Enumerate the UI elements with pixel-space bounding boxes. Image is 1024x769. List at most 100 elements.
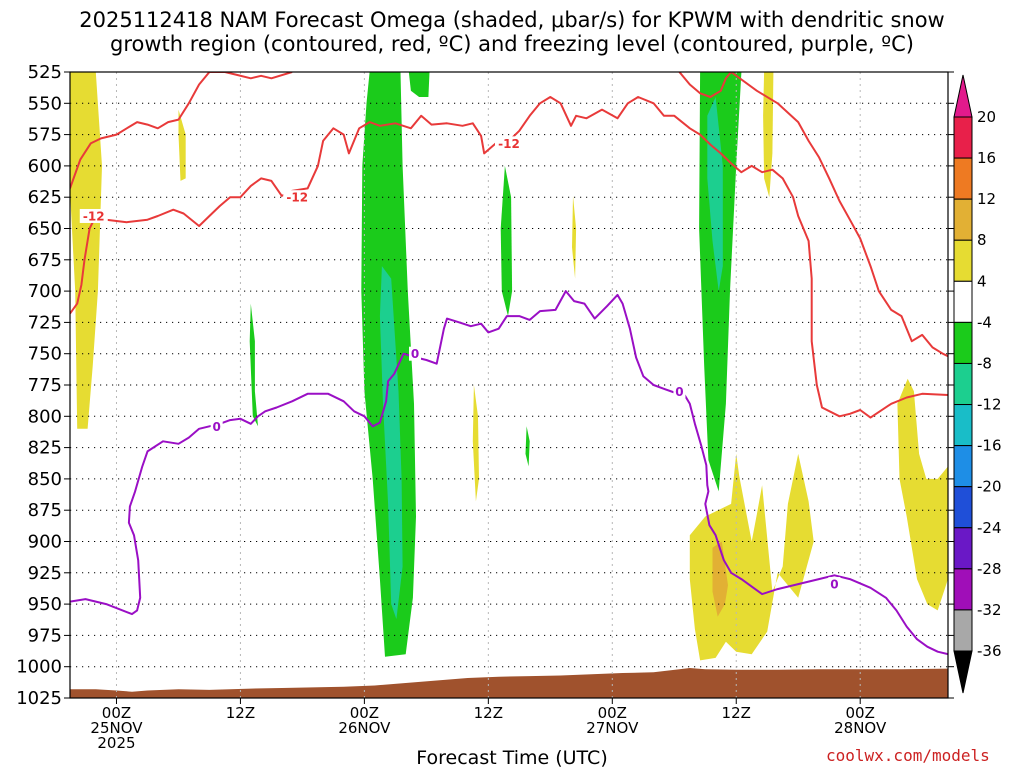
colorbar-swatch <box>953 157 973 200</box>
y-tick-label: 650 <box>28 219 62 240</box>
colorbar-label: -28 <box>977 560 1002 578</box>
contour-label-bg <box>283 190 312 205</box>
y-tick-label: 900 <box>28 532 62 553</box>
contour-label: -12 <box>286 191 308 205</box>
colorbar-swatch <box>953 404 973 447</box>
y-tick-label: 750 <box>28 344 62 365</box>
contour-label: -12 <box>83 209 105 223</box>
dgz-contour-line <box>678 72 732 98</box>
omega-region <box>178 109 186 181</box>
contour-label-bg <box>79 208 108 223</box>
y-tick-label: 825 <box>28 438 62 459</box>
colorbar-swatch <box>953 116 973 159</box>
colorbar-swatch <box>953 321 973 364</box>
y-tick-label: 975 <box>28 625 62 646</box>
colorbar-swatch <box>953 239 973 282</box>
omega-region <box>408 72 430 97</box>
x-tick-label: 00Z <box>350 704 379 722</box>
contour-label: 0 <box>212 420 220 434</box>
contour-label-bg <box>495 136 523 151</box>
x-tick-label: 12Z <box>474 704 503 722</box>
omega-region <box>689 453 814 661</box>
contour-label: -12 <box>498 137 520 151</box>
omega-region <box>699 72 742 492</box>
y-tick-label: 875 <box>28 500 62 521</box>
y-tick-label: 575 <box>28 125 62 146</box>
colorbar-swatch <box>953 445 973 488</box>
colorbar-swatch <box>953 280 973 323</box>
contour-lines <box>70 72 948 656</box>
omega-region <box>379 266 403 620</box>
y-tick-label: 700 <box>28 281 62 302</box>
y-tick-label: 775 <box>28 375 62 396</box>
y-tick-label: 950 <box>28 594 62 615</box>
y-tick-label: 925 <box>28 563 62 584</box>
contour-labels: -12 -12 -12 0 0 0 0 <box>79 136 841 592</box>
chart-title-line1: 2025112418 NAM Forecast Omega (shaded, μ… <box>79 8 945 32</box>
colorbar-label: -20 <box>977 478 1002 496</box>
x-tick-label: 26NOV <box>338 719 391 737</box>
omega-region <box>897 378 948 611</box>
colorbar-top-arrow <box>953 74 973 118</box>
y-tick-label: 525 <box>28 62 62 83</box>
x-tick-label: 25NOV <box>90 719 143 737</box>
contour-label: 0 <box>675 385 683 399</box>
colorbar-swatch <box>953 568 973 611</box>
colorbar: 20 16 12 8 4 -4 -8 -12 -16 -20 -24 -28 -32 -36 <box>953 74 1002 694</box>
omega-region <box>572 195 577 279</box>
terrain-area <box>70 668 948 698</box>
omega-region <box>472 385 479 502</box>
colorbar-label: -36 <box>977 642 1002 660</box>
colorbar-label: 16 <box>977 149 996 167</box>
y-tick-label: 550 <box>28 93 62 114</box>
omega-region <box>763 72 774 198</box>
terrain-fill <box>70 668 948 698</box>
colorbar-label: 12 <box>977 190 996 208</box>
contour-label: 0 <box>830 578 838 592</box>
y-axis-ticks: 525 550 575 600 625 650 675 700 725 750 775 800 825 8… <box>16 62 954 709</box>
colorbar-label: 8 <box>977 231 987 249</box>
y-tick-label: 675 <box>28 250 62 271</box>
y-tick-label: 725 <box>28 312 62 333</box>
y-tick-label: 850 <box>28 469 62 490</box>
x-tick-label: 00Z <box>102 704 131 722</box>
chart-title-line2: growth region (contoured, red, ºC) and f… <box>110 32 914 56</box>
colorbar-label: -32 <box>977 601 1002 619</box>
colorbar-swatch <box>953 527 973 570</box>
x-tick-label: 12Z <box>722 704 751 722</box>
dgz-contour-line <box>70 72 293 189</box>
colorbar-swatch <box>953 362 973 406</box>
contour-label-bg <box>210 419 223 434</box>
y-tick-label: 600 <box>28 156 62 177</box>
x-tick-label: 2025 <box>97 734 135 752</box>
omega-shading <box>70 72 948 661</box>
x-tick-label: 12Z <box>226 704 255 722</box>
y-tick-label: 1000 <box>16 657 62 678</box>
contour-label-bg <box>409 346 422 361</box>
colorbar-swatch <box>953 609 973 652</box>
colorbar-label: 20 <box>977 108 996 126</box>
y-tick-label: 1025 <box>16 688 62 709</box>
colorbar-label: -16 <box>977 437 1002 455</box>
x-tick-label: 27NOV <box>586 719 639 737</box>
contour-label-bg <box>828 577 841 592</box>
y-tick-label: 625 <box>28 187 62 208</box>
x-tick-label: 00Z <box>846 704 875 722</box>
omega-region <box>525 426 530 467</box>
colorbar-label: -8 <box>977 354 992 372</box>
x-tick-label: 00Z <box>598 704 627 722</box>
contour-label: 0 <box>411 347 419 361</box>
omega-region <box>500 165 513 317</box>
credit-text: coolwx.com/models <box>826 746 990 765</box>
grid-lines <box>70 72 948 698</box>
colorbar-swatch <box>953 486 973 529</box>
contour-label-bg <box>673 384 686 399</box>
colorbar-label: -24 <box>977 519 1002 537</box>
x-axis-label: Forecast Time (UTC) <box>416 747 608 769</box>
colorbar-label: -12 <box>977 396 1002 414</box>
freezing-level-line <box>70 290 948 656</box>
colorbar-label: -4 <box>977 313 992 331</box>
omega-region <box>249 303 258 427</box>
